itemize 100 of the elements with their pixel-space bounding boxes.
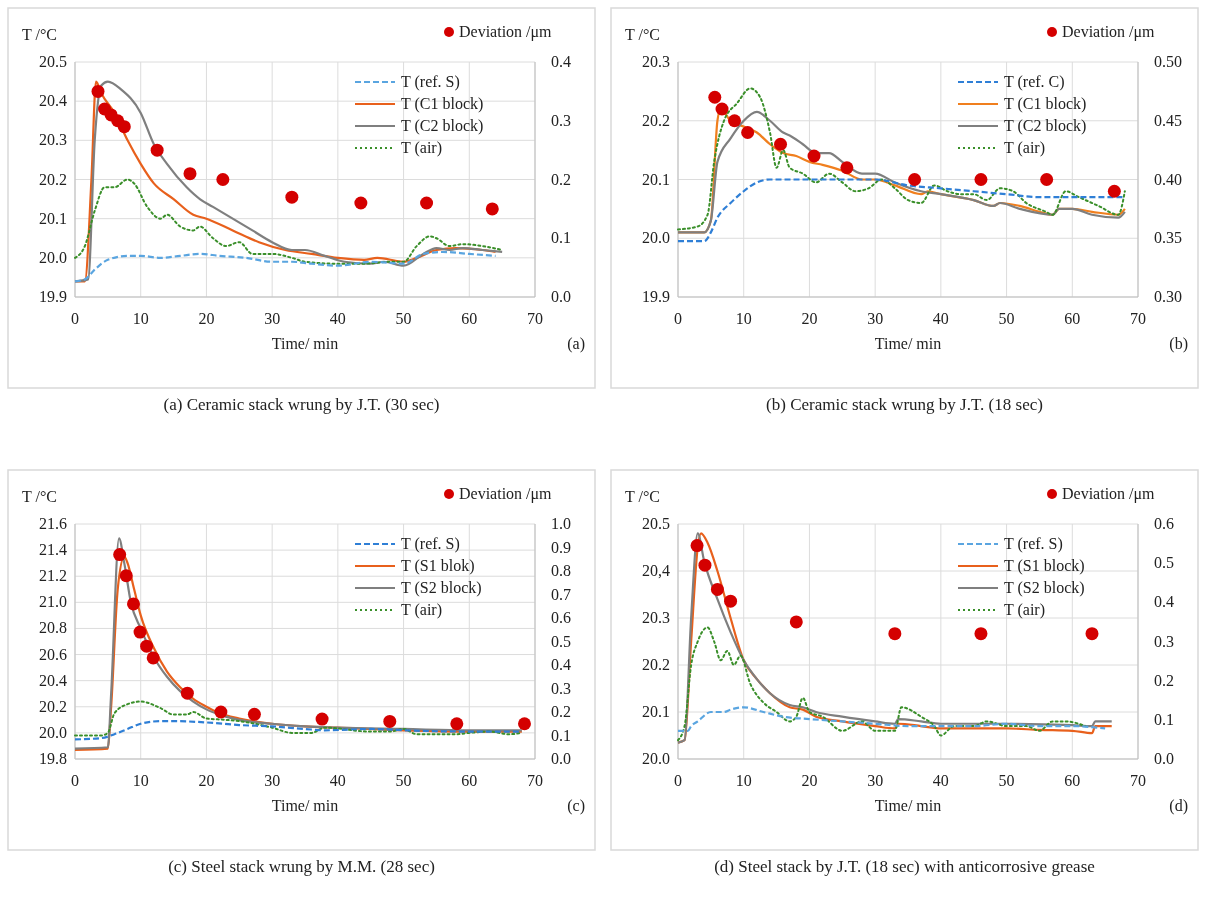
y2-tick-label: 0.6 xyxy=(1154,515,1174,532)
legend-label: T (S1 block) xyxy=(1004,557,1085,575)
y-tick-label: 20.4 xyxy=(39,671,67,689)
point xyxy=(285,190,299,204)
x-tick-label: 50 xyxy=(998,772,1015,789)
legend-label: T (S2 block) xyxy=(1004,579,1085,597)
point xyxy=(741,126,755,139)
y2-axis-title: Deviation /μm xyxy=(459,485,553,503)
line-series xyxy=(676,532,1113,744)
legend-label: T (S1 blok) xyxy=(401,557,475,575)
legend-label: T (ref. S) xyxy=(1004,535,1063,553)
y-tick-label: 20.8 xyxy=(39,619,67,637)
point xyxy=(690,539,704,553)
x-tick-label: 70 xyxy=(1130,310,1146,327)
legend-label: T (S2 block) xyxy=(401,579,482,597)
x-tick-label: 10 xyxy=(735,310,752,327)
y-axis-title: T /°C xyxy=(22,26,57,43)
x-tick-label: 0 xyxy=(71,310,79,327)
y-tick-label: 20.2 xyxy=(39,170,67,188)
point xyxy=(216,173,230,186)
point xyxy=(774,137,788,151)
x-tick-label: 40 xyxy=(932,772,949,789)
x-tick-label: 20 xyxy=(198,772,215,789)
x-tick-label: 20 xyxy=(198,310,215,327)
y-tick-label: 20.2 xyxy=(39,697,67,715)
point xyxy=(126,597,140,611)
legend-label: T (C1 block) xyxy=(1004,95,1087,113)
y-tick-label: 20.0 xyxy=(642,750,670,767)
x-tick-label: 10 xyxy=(132,310,149,327)
legend-label: T (ref. S) xyxy=(401,73,460,91)
x-tick-label: 20 xyxy=(801,772,818,789)
point xyxy=(247,707,261,721)
y2-tick-label: 0.0 xyxy=(1154,750,1174,767)
y2-tick-label: 0.1 xyxy=(551,229,571,247)
y-tick-label: 20.0 xyxy=(39,248,67,266)
legend-label: T (ref. S) xyxy=(401,535,460,553)
text: (a) Ceramic stack wrung by J.T. (30 sec) xyxy=(163,395,440,414)
y-tick-label: 21.6 xyxy=(39,515,67,532)
point xyxy=(133,625,147,639)
y2-tick-label: 0.4 xyxy=(1154,593,1174,611)
y2-tick-label: 1.0 xyxy=(551,515,571,532)
y2-tick-label: 0.9 xyxy=(551,538,571,556)
line-series xyxy=(74,178,504,265)
point xyxy=(383,714,397,728)
y2-tick-label: 0.4 xyxy=(551,656,571,673)
y-tick-label: 20.1 xyxy=(642,703,670,720)
point xyxy=(698,558,712,572)
point xyxy=(974,627,988,641)
y-tick-label: 20.4 xyxy=(39,92,67,110)
y2-tick-label: 0.0 xyxy=(551,750,571,767)
x-axis-title: Time/ min xyxy=(271,797,339,814)
y-tick-label: 20.2 xyxy=(642,656,670,673)
y2-axis-title: Deviation /μm xyxy=(459,23,553,41)
text: (c) xyxy=(567,797,585,815)
y-tick-label: 20,4 xyxy=(642,562,670,579)
y2-tick-label: 0.3 xyxy=(551,679,571,697)
point xyxy=(888,627,902,641)
point xyxy=(807,149,821,163)
y-tick-label: 20.0 xyxy=(642,229,670,247)
x-tick-label: 60 xyxy=(461,772,478,789)
y-tick-label: 20.3 xyxy=(642,609,670,626)
legend-label: T (ref. C) xyxy=(1004,73,1065,91)
point xyxy=(150,143,164,157)
y2-tick-label: 0.1 xyxy=(1154,710,1174,728)
x-tick-label: 50 xyxy=(395,772,412,789)
x-tick-label: 10 xyxy=(735,772,752,789)
x-tick-label: 0 xyxy=(71,772,79,789)
y-tick-label: 20.3 xyxy=(39,131,67,149)
point xyxy=(840,161,854,175)
y-tick-label: 20.6 xyxy=(39,645,67,663)
text: (a) xyxy=(567,335,585,353)
x-tick-label: 40 xyxy=(932,310,949,327)
y2-tick-label: 0.2 xyxy=(551,170,571,188)
legend-label: T (air) xyxy=(1004,601,1046,619)
text: (d) xyxy=(1169,797,1188,815)
x-tick-label: 70 xyxy=(527,310,543,327)
point xyxy=(485,202,499,216)
x-tick-label: 20 xyxy=(801,310,818,327)
text: (d) Steel stack by J.T. (18 sec) with anticorrosive grease xyxy=(714,857,1095,876)
point xyxy=(789,615,803,629)
x-tick-label: 50 xyxy=(998,310,1015,327)
y2-tick-label: 0.8 xyxy=(551,562,571,579)
line-series xyxy=(73,250,497,283)
point xyxy=(146,651,160,665)
point xyxy=(117,120,131,134)
point xyxy=(1107,184,1121,198)
x-tick-label: 10 xyxy=(132,772,149,789)
x-axis-title: Time/ min xyxy=(874,335,942,352)
y2-tick-label: 0.50 xyxy=(1154,53,1182,70)
y-axis-title: T /°C xyxy=(22,488,57,505)
x-tick-label: 0 xyxy=(674,310,682,327)
point xyxy=(183,167,197,181)
point xyxy=(708,90,722,104)
point xyxy=(214,705,228,719)
legend-label: T (air) xyxy=(401,139,443,157)
x-tick-label: 60 xyxy=(1064,310,1081,327)
x-tick-label: 30 xyxy=(264,310,281,327)
x-tick-label: 0 xyxy=(674,772,682,789)
x-tick-label: 60 xyxy=(461,310,478,327)
point xyxy=(119,569,133,583)
